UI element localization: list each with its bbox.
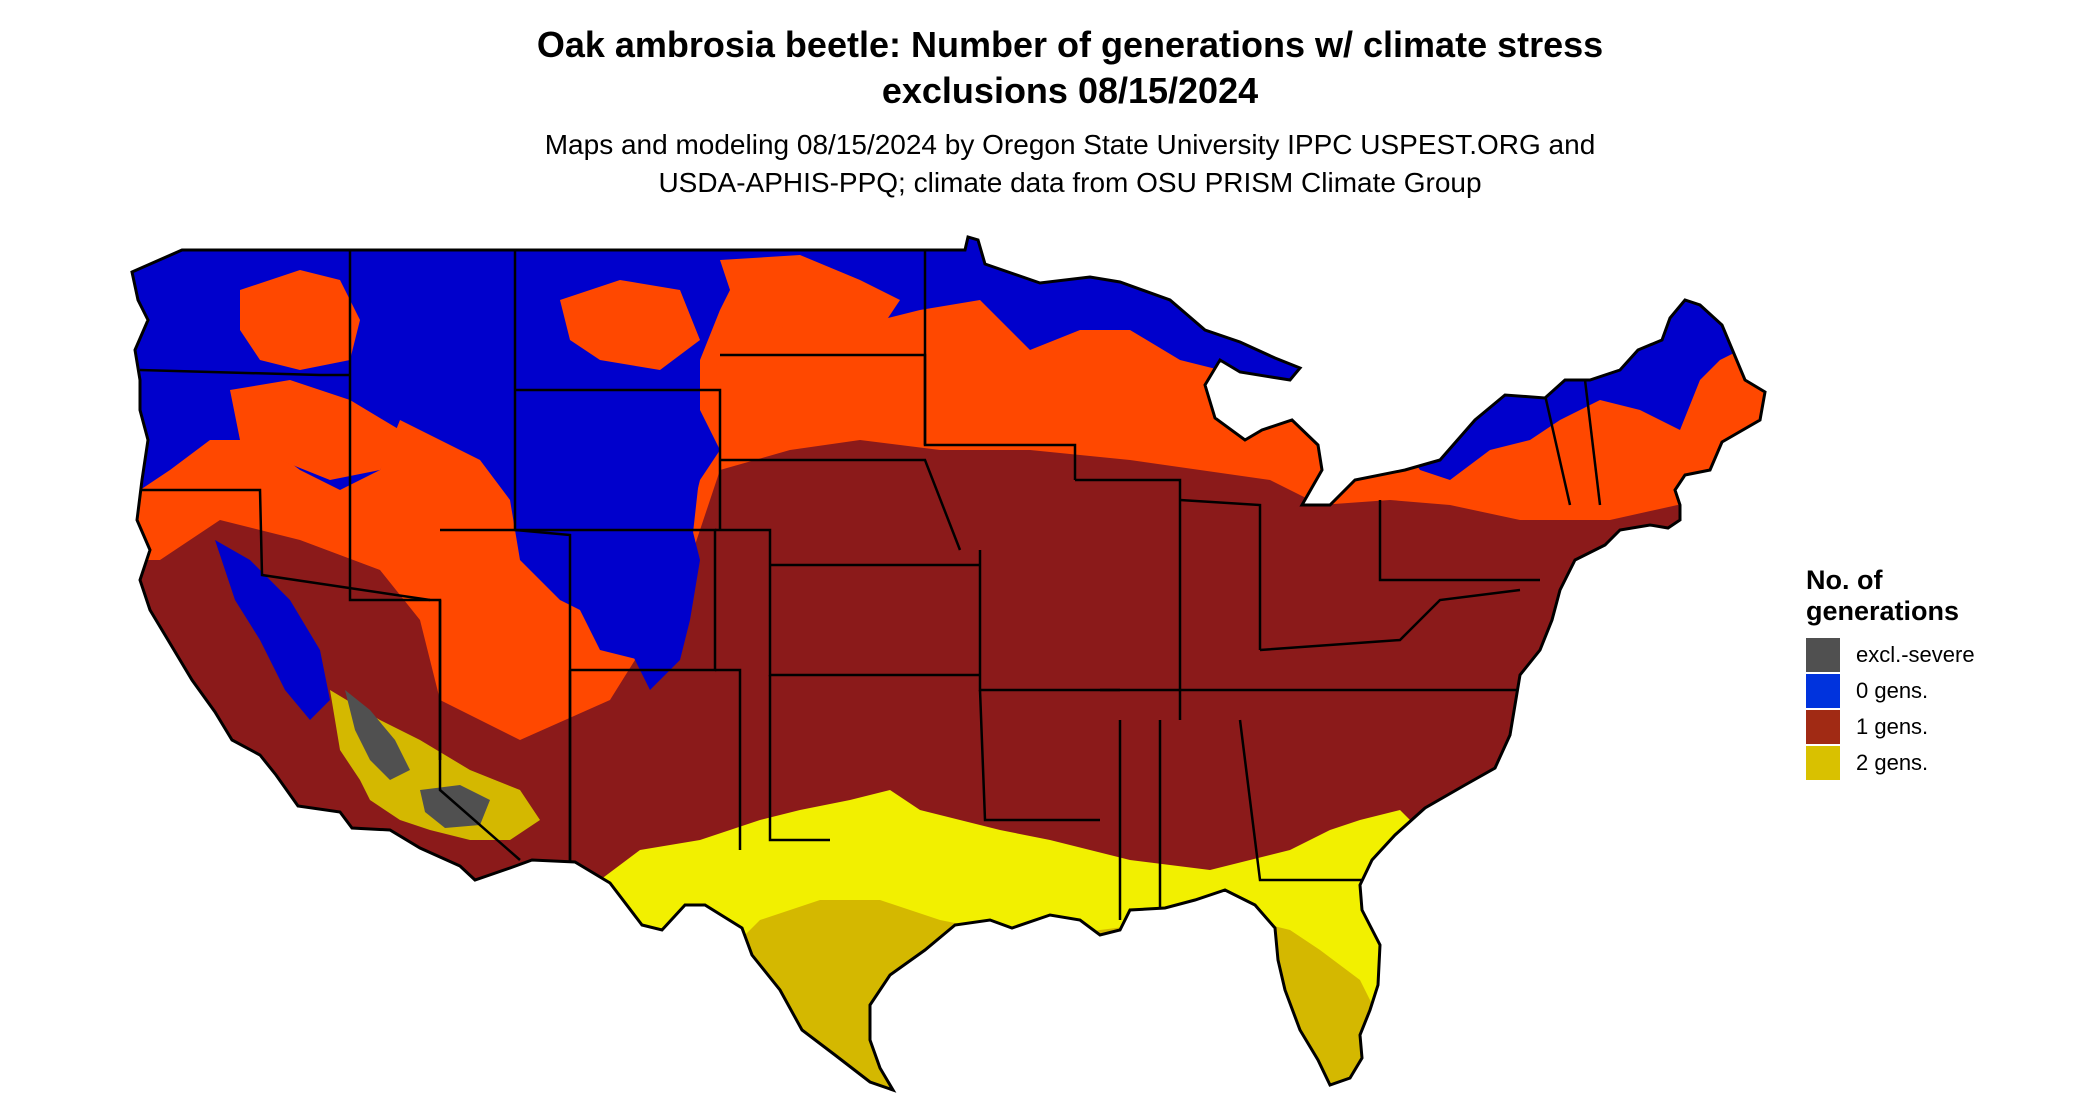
zone-transition-northwest-patch bbox=[240, 270, 360, 370]
zone-transition-snake-river-patch bbox=[230, 380, 400, 480]
legend-label: 1 gens. bbox=[1856, 714, 1929, 739]
legend-swatch-one-gen bbox=[1806, 710, 1840, 744]
zone-excluded-severe bbox=[345, 690, 410, 780]
legend-title-line-1: No. of bbox=[1806, 565, 1883, 595]
legend-title-line-2: generations bbox=[1806, 596, 1960, 626]
legend-label: 0 gens. bbox=[1856, 678, 1929, 703]
legend-label: 2 gens. bbox=[1856, 750, 1929, 775]
legend-item-excluded-severe: excl.-severe bbox=[1806, 637, 2086, 673]
zone-two-generations-gulf-coast bbox=[700, 900, 1380, 1090]
map-subtitle: Maps and modeling 08/15/2024 by Oregon S… bbox=[250, 126, 1890, 202]
map-title: Oak ambrosia beetle: Number of generatio… bbox=[250, 22, 1890, 114]
map-title-line-2: exclusions 08/15/2024 bbox=[881, 70, 1259, 111]
map-title-line-1: Oak ambrosia beetle: Number of generatio… bbox=[536, 24, 1604, 65]
legend-label: excl.-severe bbox=[1856, 642, 1975, 667]
legend-swatch-zero-gens bbox=[1806, 674, 1840, 708]
legend-item-zero-gens: 0 gens. bbox=[1806, 673, 2086, 709]
legend-swatch-excluded-severe bbox=[1806, 638, 1840, 672]
map-subtitle-line-2: USDA-APHIS-PPQ; climate data from OSU PR… bbox=[658, 167, 1482, 198]
map-subtitle-line-1: Maps and modeling 08/15/2024 by Oregon S… bbox=[544, 129, 1596, 160]
zone-zero-generations-rockies bbox=[515, 380, 700, 660]
legend-item-two-gens: 2 gens. bbox=[1806, 745, 2086, 781]
legend-title: No. of generations bbox=[1806, 565, 2086, 627]
zone-transition-north-dakota-patch bbox=[720, 255, 900, 340]
zone-zero-generations-sierra bbox=[215, 540, 330, 720]
map-legend: No. of generations excl.-severe 0 gens. … bbox=[1806, 565, 2086, 781]
state-borders bbox=[139, 250, 1602, 920]
legend-swatch-two-gens bbox=[1806, 746, 1840, 780]
legend-item-one-gen: 1 gens. bbox=[1806, 709, 2086, 745]
us-generations-map bbox=[130, 235, 1767, 1092]
zone-transition-montana-patch bbox=[560, 280, 700, 370]
